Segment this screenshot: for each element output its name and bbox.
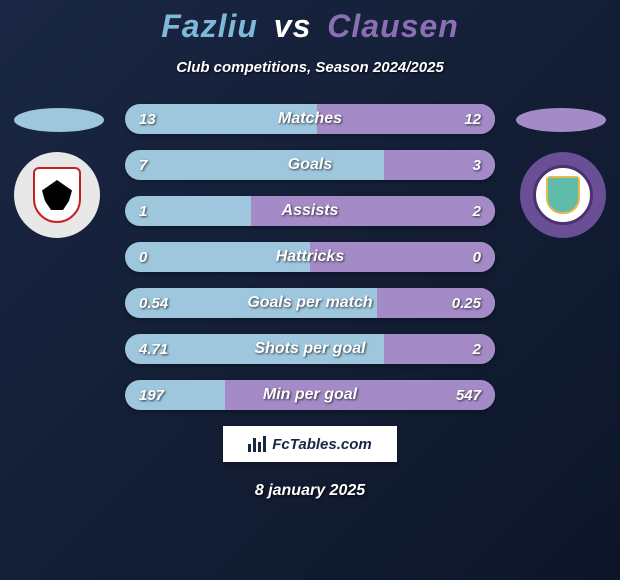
stat-label: Goals [125,156,495,174]
stat-bar-row: 13Matches12 [125,104,495,134]
stat-right-value: 3 [473,157,481,174]
stat-bar-row: 4.71Shots per goal2 [125,334,495,364]
stat-bar-row: 7Goals3 [125,150,495,180]
team-badge-left [14,152,100,238]
date-text: 8 january 2025 [0,482,620,500]
stat-bar-row: 0.54Goals per match0.25 [125,288,495,318]
stat-bars: 13Matches12 7Goals3 1Assists2 0Hattricks0 0.… [125,104,495,410]
stat-bar-row: 197Min per goal547 [125,380,495,410]
comparison-content: 13Matches12 7Goals3 1Assists2 0Hattricks0 0.… [0,104,620,500]
stat-right-value: 547 [456,387,481,404]
comparison-title: Fazliu vs Clausen [0,0,620,45]
bar-chart-icon [248,436,266,452]
stat-right-value: 0 [473,249,481,266]
stat-label: Assists [125,202,495,220]
eagle-icon [42,180,72,210]
brand-link[interactable]: FcTables.com [223,426,397,462]
right-ellipse-decor [516,108,606,132]
stat-label: Matches [125,110,495,128]
stat-bar-row: 1Assists2 [125,196,495,226]
left-ellipse-decor [14,108,104,132]
stat-label: Min per goal [125,386,495,404]
season-subtitle: Club competitions, Season 2024/2025 [0,59,620,76]
stat-right-value: 2 [473,203,481,220]
stat-label: Shots per goal [125,340,495,358]
disk-icon [533,165,593,225]
inner-shield-icon [546,176,580,214]
stat-label: Goals per match [125,294,495,312]
stat-right-value: 0.25 [452,295,481,312]
stat-right-value: 12 [464,111,481,128]
team-badge-right [520,152,606,238]
stat-right-value: 2 [473,341,481,358]
player2-name: Clausen [327,8,458,44]
shield-icon [33,167,81,223]
brand-text: FcTables.com [272,436,371,453]
vs-text: vs [274,8,312,44]
stat-label: Hattricks [125,248,495,266]
stat-bar-row: 0Hattricks0 [125,242,495,272]
player1-name: Fazliu [161,8,258,44]
